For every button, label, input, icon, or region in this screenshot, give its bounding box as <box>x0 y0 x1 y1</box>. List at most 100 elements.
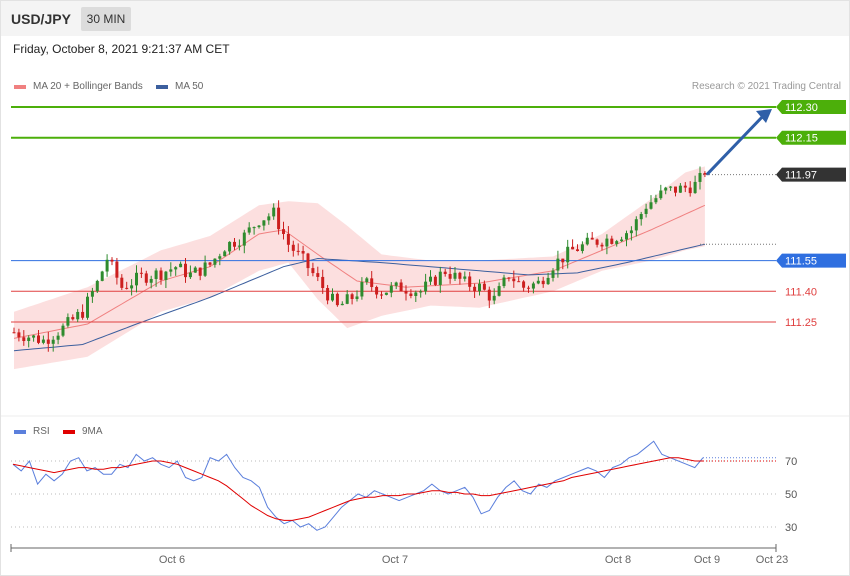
candle-body <box>291 244 295 251</box>
candle-body <box>41 339 45 343</box>
candle-body <box>580 244 584 252</box>
candle-body <box>355 296 359 300</box>
candle-body <box>32 335 36 338</box>
candle-body <box>296 250 300 252</box>
candle-body <box>443 271 447 275</box>
candle-body <box>571 246 575 250</box>
candle-body <box>335 293 339 306</box>
candle-body <box>71 317 75 320</box>
candle-body <box>326 287 330 301</box>
candle-body <box>306 253 310 269</box>
level-tag-111.55 <box>776 253 846 268</box>
legend-swatch <box>156 84 168 89</box>
rsi-line <box>12 440 704 531</box>
candle-body <box>188 272 192 278</box>
candle-body <box>536 280 540 284</box>
candle-body <box>546 277 550 285</box>
candle-body <box>242 232 246 246</box>
candle-body <box>360 282 364 297</box>
ma20-line <box>13 204 706 339</box>
candle-body <box>531 283 535 289</box>
candle-body <box>105 259 109 272</box>
candle-body <box>86 296 89 318</box>
candle-body <box>610 238 614 244</box>
candle-body <box>688 187 692 194</box>
candle-body <box>262 220 266 226</box>
rsi-tick-70: 70 <box>785 456 797 468</box>
candle-body <box>615 241 619 244</box>
candle-body <box>174 267 178 270</box>
candle-body <box>384 292 388 295</box>
candle-body <box>115 261 119 278</box>
candle-body <box>316 273 320 277</box>
level-label-111.55: 111.55 <box>785 256 817 268</box>
candle-body <box>585 237 589 245</box>
x-tick-label: Oct 8 <box>605 554 631 566</box>
candle-body <box>218 256 222 259</box>
candle-body <box>541 280 545 285</box>
candle-body <box>198 267 202 276</box>
x-tick-label: Oct 7 <box>382 554 408 566</box>
level-tag-111.97 <box>776 167 846 182</box>
candle-body <box>286 233 290 245</box>
candle-body <box>566 246 570 263</box>
candle-body <box>365 278 369 283</box>
candle-body <box>159 270 163 280</box>
candle-body <box>649 202 653 209</box>
candle-body <box>394 282 398 286</box>
candle-body <box>683 185 687 188</box>
candle-body <box>340 303 344 306</box>
candle-body <box>267 216 271 221</box>
candle-body <box>193 267 197 273</box>
candle-body <box>453 272 457 279</box>
candle-body <box>654 198 658 203</box>
candle-body <box>213 258 217 265</box>
candle-body <box>522 281 526 288</box>
level-tag-112.15 <box>776 130 846 145</box>
candle-body <box>237 245 241 247</box>
candle-body <box>247 227 251 233</box>
candle-body <box>409 293 413 296</box>
candle-body <box>629 230 633 234</box>
candle-body <box>61 325 65 336</box>
research-credit: Research © 2021 Trading Central <box>691 81 841 92</box>
legend-ma20-bollinger: MA 20 + Bollinger Bands <box>14 81 143 92</box>
candle-body <box>100 271 104 281</box>
candle-body <box>370 278 374 288</box>
rsi-tick-50: 50 <box>785 489 797 501</box>
candle-body <box>389 285 393 293</box>
symbol-title: USD/JPY <box>11 11 71 27</box>
interval-button[interactable]: 30 MIN <box>81 7 131 31</box>
candle-body <box>605 238 609 247</box>
x-tick-label: Oct 23 <box>756 554 788 566</box>
candle-body <box>674 186 677 193</box>
candle-body <box>458 272 462 279</box>
candle-body <box>590 237 594 240</box>
candle-body <box>634 219 638 231</box>
candle-body <box>27 337 31 342</box>
header-bar: USD/JPY 30 MIN <box>1 1 849 36</box>
candle-body <box>620 239 624 242</box>
candle-body <box>693 181 697 194</box>
candle-body <box>433 276 437 285</box>
candle-body <box>321 276 325 288</box>
candle-body <box>130 285 134 289</box>
candle-body <box>233 241 236 247</box>
candle-body <box>203 262 207 276</box>
candle-body <box>46 339 50 344</box>
legend-label: 9MA <box>82 426 103 437</box>
candle-body <box>120 277 124 288</box>
candle-body <box>424 281 428 292</box>
candle-body <box>56 335 60 340</box>
candle-body <box>517 281 521 283</box>
level-tag-112.30 <box>776 100 846 114</box>
candle-body <box>272 207 276 217</box>
candle-body <box>223 251 227 257</box>
candle-body <box>468 276 472 287</box>
candle-body <box>414 292 418 296</box>
legend-ma50: MA 50 <box>156 81 203 92</box>
candle-body <box>404 291 408 294</box>
candle-body <box>502 277 506 287</box>
candle-body <box>551 270 555 278</box>
candle-body <box>66 317 70 326</box>
